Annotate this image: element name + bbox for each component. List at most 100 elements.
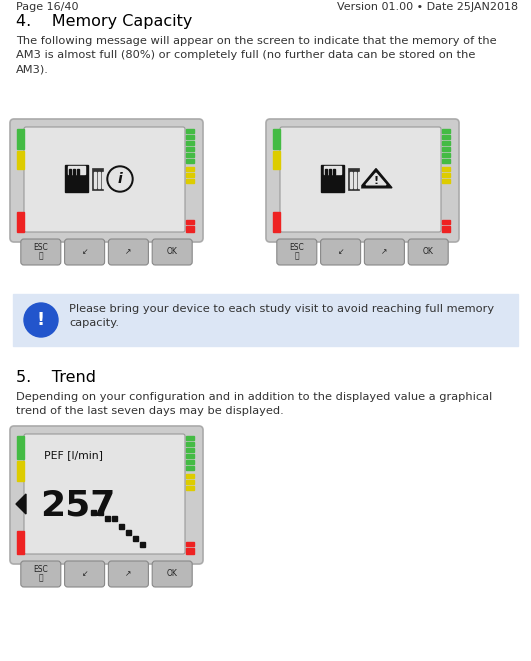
FancyBboxPatch shape <box>65 561 105 587</box>
Bar <box>186 135 194 139</box>
Polygon shape <box>366 173 386 185</box>
Bar <box>17 436 24 459</box>
Text: Depending on your configuration and in addition to the displayed value a graphic: Depending on your configuration and in a… <box>16 392 492 416</box>
Bar <box>186 474 194 478</box>
FancyBboxPatch shape <box>152 239 192 265</box>
Bar <box>186 226 194 232</box>
FancyBboxPatch shape <box>108 239 148 265</box>
Bar <box>348 168 359 190</box>
Polygon shape <box>16 494 26 514</box>
Bar <box>94 172 96 188</box>
Text: OK: OK <box>167 570 178 578</box>
Text: !: ! <box>37 311 45 329</box>
Bar <box>442 135 450 139</box>
Bar <box>17 531 24 554</box>
Text: PEF [l/min]: PEF [l/min] <box>44 450 103 460</box>
Bar <box>69 169 71 175</box>
FancyBboxPatch shape <box>152 561 192 587</box>
FancyBboxPatch shape <box>277 239 317 265</box>
Bar <box>17 151 24 169</box>
Bar <box>354 172 356 188</box>
FancyBboxPatch shape <box>321 165 344 192</box>
Bar <box>17 212 24 232</box>
Bar <box>442 141 450 145</box>
Bar <box>186 486 194 490</box>
Circle shape <box>109 168 131 190</box>
FancyBboxPatch shape <box>10 119 203 242</box>
Bar <box>98 172 100 188</box>
Bar <box>442 153 450 157</box>
Bar <box>186 466 194 470</box>
Bar <box>98 510 103 515</box>
Bar <box>92 168 103 190</box>
Polygon shape <box>360 169 392 188</box>
Bar <box>273 212 280 232</box>
Bar <box>186 153 194 157</box>
Bar <box>273 129 280 149</box>
FancyBboxPatch shape <box>364 239 405 265</box>
Text: i: i <box>118 172 122 186</box>
Bar <box>442 129 450 133</box>
Text: Page 16/40: Page 16/40 <box>16 2 79 12</box>
Circle shape <box>107 166 133 192</box>
Bar <box>186 173 194 177</box>
Text: !: ! <box>373 176 379 186</box>
Bar <box>112 516 117 521</box>
Text: ↙: ↙ <box>81 247 88 256</box>
Text: The following message will appear on the screen to indicate that the memory of t: The following message will appear on the… <box>16 36 496 75</box>
FancyBboxPatch shape <box>21 561 61 587</box>
FancyBboxPatch shape <box>280 127 441 232</box>
Bar <box>186 179 194 183</box>
Text: ↗: ↗ <box>381 247 388 256</box>
Bar <box>442 220 450 224</box>
Text: 4.    Memory Capacity: 4. Memory Capacity <box>16 14 192 29</box>
FancyBboxPatch shape <box>266 119 459 242</box>
Bar <box>133 536 138 541</box>
Bar <box>17 129 24 149</box>
Bar <box>186 159 194 163</box>
FancyBboxPatch shape <box>108 561 148 587</box>
Bar <box>186 448 194 452</box>
Bar <box>186 548 194 554</box>
Bar <box>324 166 341 174</box>
Bar <box>77 169 79 175</box>
FancyBboxPatch shape <box>24 127 185 232</box>
Text: Please bring your device to each study visit to avoid reaching full memory
capac: Please bring your device to each study v… <box>69 304 494 329</box>
Text: ↙: ↙ <box>81 570 88 578</box>
Bar <box>68 166 85 174</box>
Text: ESC
⏻: ESC ⏻ <box>33 565 48 582</box>
Bar <box>186 220 194 224</box>
Bar <box>13 294 518 346</box>
FancyBboxPatch shape <box>24 434 185 554</box>
Text: ↗: ↗ <box>125 247 132 256</box>
Bar <box>186 480 194 484</box>
FancyBboxPatch shape <box>10 426 203 564</box>
Bar <box>442 226 450 232</box>
FancyBboxPatch shape <box>321 239 361 265</box>
FancyBboxPatch shape <box>21 239 61 265</box>
Bar <box>325 169 327 175</box>
Bar <box>442 167 450 171</box>
Bar <box>102 172 104 188</box>
Bar <box>333 169 335 175</box>
Bar <box>186 460 194 464</box>
Bar <box>186 167 194 171</box>
Bar <box>329 169 331 175</box>
Bar <box>126 530 131 535</box>
Bar <box>442 179 450 183</box>
Text: ↗: ↗ <box>125 570 132 578</box>
FancyBboxPatch shape <box>65 165 88 192</box>
Bar <box>442 159 450 163</box>
Bar <box>186 442 194 446</box>
Text: Version 01.00 • Date 25JAN2018: Version 01.00 • Date 25JAN2018 <box>337 2 518 12</box>
Text: ESC
⏻: ESC ⏻ <box>289 243 304 260</box>
Bar <box>186 436 194 440</box>
Text: 257: 257 <box>40 489 115 523</box>
Circle shape <box>24 303 58 337</box>
Bar <box>186 542 194 546</box>
Bar <box>186 147 194 151</box>
Bar <box>442 173 450 177</box>
Bar <box>186 141 194 145</box>
Text: OK: OK <box>423 247 434 256</box>
Bar <box>350 172 352 188</box>
